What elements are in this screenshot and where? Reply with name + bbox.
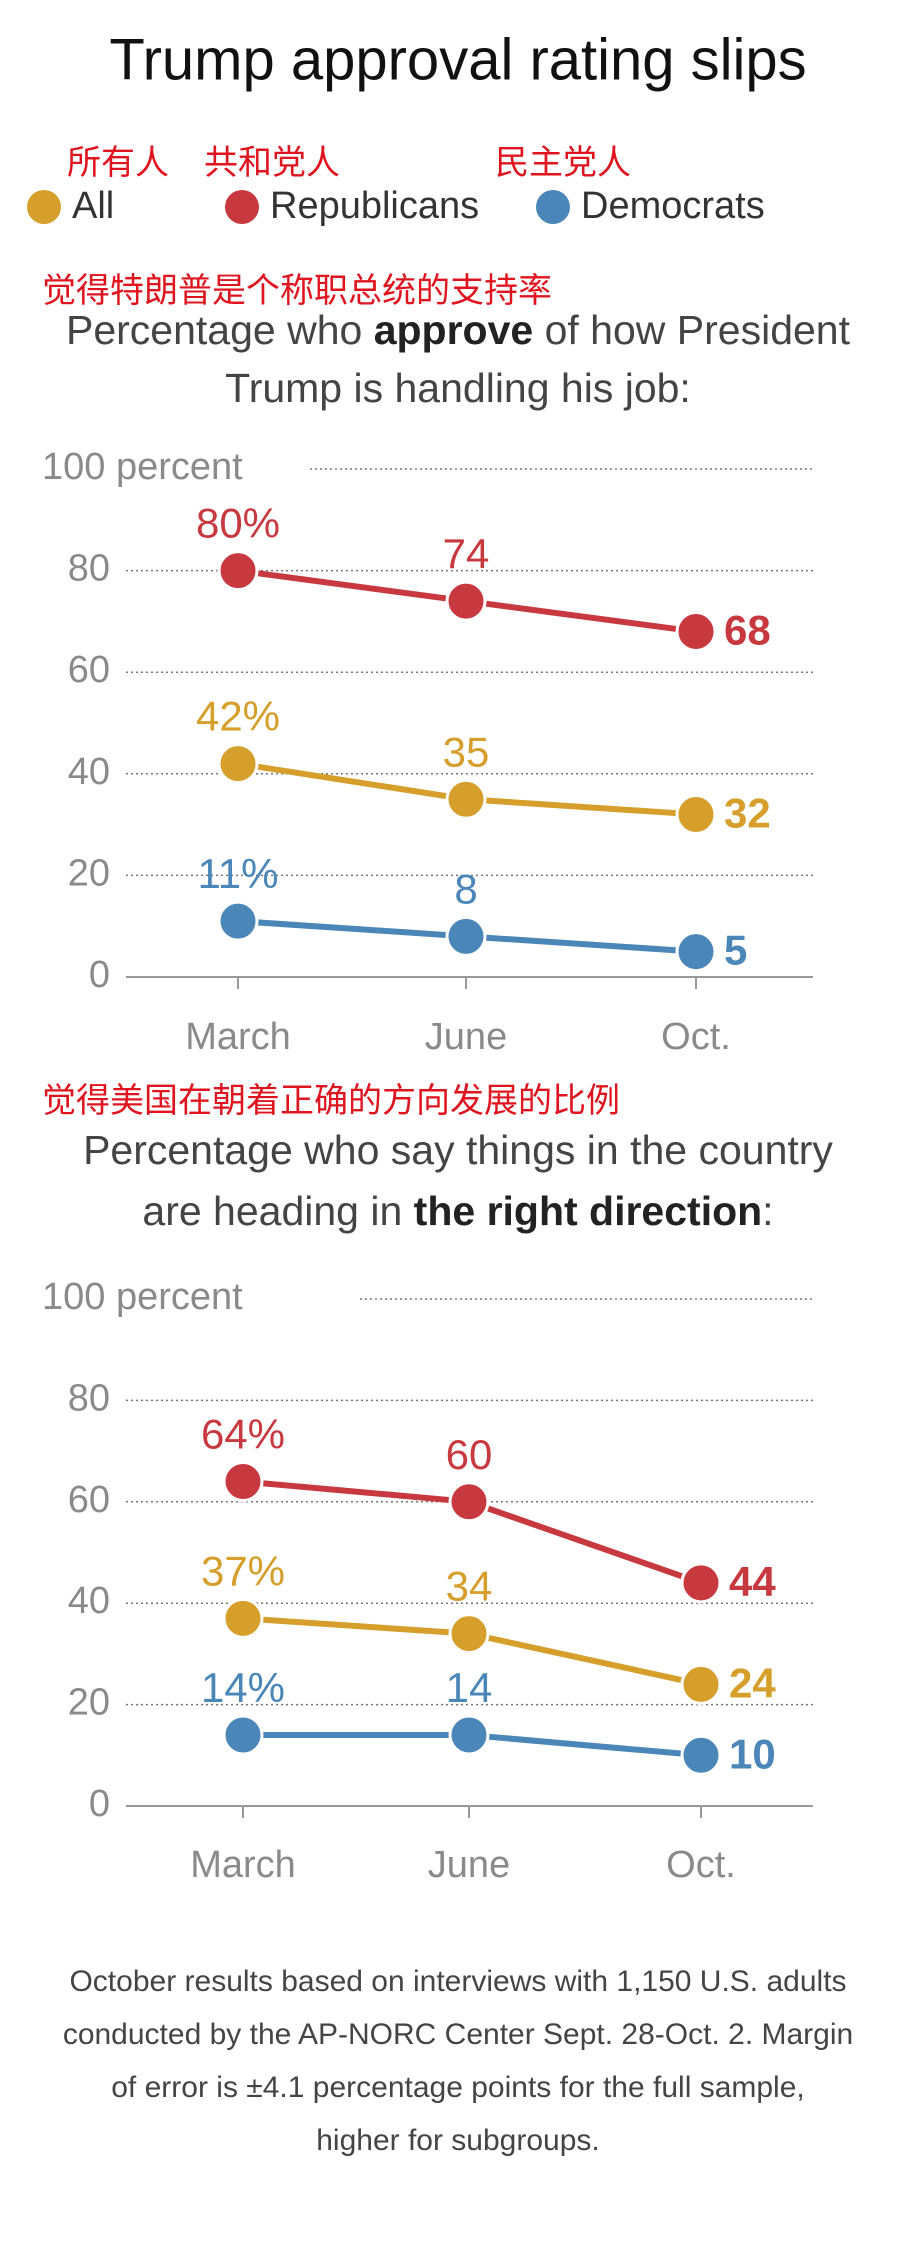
- value-label: 11%: [198, 850, 279, 897]
- y-tick-label: 80: [68, 1377, 110, 1419]
- chart-subtitle: Percentage who say things in the country: [83, 1127, 833, 1173]
- data-point: [680, 1663, 722, 1705]
- data-point: [217, 550, 259, 592]
- data-point: [448, 1613, 490, 1655]
- footnote: higher for subgroups.: [316, 2124, 600, 2157]
- value-label: 74: [443, 530, 490, 577]
- subtitle-segment: Percentage who: [66, 307, 374, 353]
- data-point: [680, 1562, 722, 1604]
- value-label: 8: [454, 865, 477, 912]
- legend-translation: 所有人: [67, 144, 169, 182]
- value-label: 42%: [196, 693, 280, 740]
- subtitle-segment: :: [762, 1188, 773, 1234]
- legend-swatch: [225, 190, 259, 224]
- value-label: 80%: [196, 500, 280, 547]
- x-tick-label: March: [185, 1016, 291, 1058]
- value-label: 35: [443, 728, 490, 775]
- data-point: [445, 915, 487, 957]
- chart-subtitle: are heading in the right direction:: [142, 1188, 773, 1234]
- y-tick-label: 100 percent: [42, 446, 243, 488]
- value-label: 60: [446, 1431, 493, 1478]
- data-point: [675, 793, 717, 835]
- chart-subtitle: Trump is handling his job:: [225, 365, 691, 411]
- subtitle-segment: approve: [374, 307, 534, 353]
- value-label: 64%: [201, 1411, 285, 1458]
- legend-label: All: [72, 185, 114, 227]
- value-label: 24: [729, 1659, 776, 1706]
- data-point: [222, 1597, 264, 1639]
- y-tick-label: 20: [68, 852, 110, 894]
- legend-swatch: [536, 190, 570, 224]
- value-label: 10: [729, 1730, 776, 1777]
- data-point: [222, 1461, 264, 1503]
- data-point: [222, 1714, 264, 1756]
- data-point: [448, 1481, 490, 1523]
- value-label: 5: [724, 927, 747, 974]
- subtitle-segment: of how President: [533, 307, 850, 353]
- chart-annotation: 觉得美国在朝着正确的方向发展的比例: [42, 1082, 620, 1120]
- value-label: 32: [724, 790, 771, 837]
- footnote: October results based on interviews with…: [69, 1965, 846, 1998]
- subtitle-segment: the right direction: [414, 1188, 763, 1234]
- x-tick-label: Oct.: [666, 1844, 736, 1886]
- subtitle-segment: Trump is handling his job:: [225, 365, 691, 411]
- y-tick-label: 80: [68, 548, 110, 590]
- data-point: [445, 580, 487, 622]
- value-label: 14%: [201, 1664, 285, 1711]
- data-point: [217, 743, 259, 785]
- data-point: [448, 1714, 490, 1756]
- title: Trump approval rating slips: [109, 27, 806, 92]
- legend-label: Republicans: [270, 185, 479, 227]
- chart-subtitle: Percentage who approve of how President: [66, 307, 851, 353]
- legend-translation: 共和党人: [204, 144, 340, 182]
- footnote: conducted by the AP-NORC Center Sept. 28…: [63, 2018, 853, 2051]
- x-tick-label: June: [425, 1016, 507, 1058]
- legend-translation: 民主党人: [495, 144, 631, 182]
- footnote: of error is ±4.1 percentage points for t…: [111, 2071, 805, 2104]
- y-tick-label: 0: [89, 1783, 110, 1825]
- x-tick-label: June: [428, 1844, 510, 1886]
- subtitle-segment: are heading in: [142, 1188, 413, 1234]
- chart-annotation: 觉得特朗普是个称职总统的支持率: [42, 272, 552, 310]
- legend-label: Democrats: [581, 185, 765, 227]
- value-label: 34: [446, 1563, 493, 1610]
- value-label: 14: [446, 1664, 493, 1711]
- y-tick-label: 20: [68, 1682, 110, 1724]
- data-point: [675, 611, 717, 653]
- y-tick-label: 60: [68, 649, 110, 691]
- x-tick-label: Oct.: [661, 1016, 731, 1058]
- data-point: [217, 900, 259, 942]
- legend-swatch: [27, 190, 61, 224]
- y-tick-label: 40: [68, 751, 110, 793]
- y-tick-label: 0: [89, 954, 110, 996]
- data-point: [445, 778, 487, 820]
- value-label: 68: [724, 607, 771, 654]
- y-tick-label: 40: [68, 1580, 110, 1622]
- subtitle-segment: Percentage who say things in the country: [83, 1127, 833, 1173]
- data-point: [675, 931, 717, 973]
- y-tick-label: 100 percent: [42, 1276, 243, 1318]
- value-label: 37%: [201, 1548, 285, 1595]
- y-tick-label: 60: [68, 1479, 110, 1521]
- value-label: 44: [729, 1558, 776, 1605]
- data-point: [680, 1734, 722, 1776]
- x-tick-label: March: [190, 1844, 296, 1886]
